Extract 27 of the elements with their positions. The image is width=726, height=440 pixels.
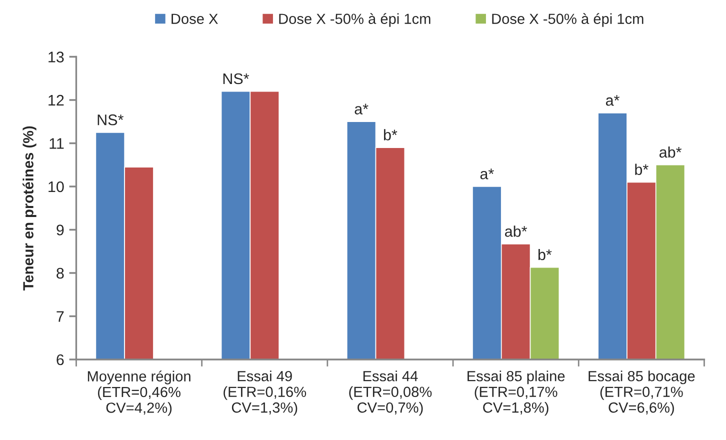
data-label: NS* — [98, 114, 124, 126]
y-tick-label: 8 — [56, 268, 64, 279]
x-tick-label: Essai 44 (ETR=0,08% CV=0,7%) — [349, 370, 432, 416]
legend-label: Dose X -50% à épi 1cm — [492, 13, 644, 27]
data-label: b* — [635, 164, 648, 175]
y-axis-title: Teneur en protéines (%) — [22, 126, 36, 290]
x-tick-label: Essai 85 plaine (ETR=0,17% CV=1,8%) — [468, 370, 565, 416]
x-tick-label: Essai 85 bocage (ETR=0,71% CV=6,6%) — [588, 370, 695, 416]
y-tick-label: 10 — [48, 181, 64, 192]
y-tick-label: 7 — [56, 311, 64, 322]
legend-label: Dose X -50% à épi 1cm — [279, 13, 430, 27]
data-label: a* — [606, 95, 620, 106]
y-tick-label: 13 — [48, 52, 64, 62]
data-label: a* — [480, 168, 494, 180]
data-label: ab* — [505, 226, 528, 237]
legend-label: Dose X — [172, 14, 218, 24]
x-tick-label: Essai 49 (ETR=0,16% CV=1,3%) — [224, 370, 306, 416]
data-label: ab* — [659, 146, 682, 158]
data-label: a* — [354, 104, 368, 114]
y-tick-label: 9 — [56, 224, 64, 236]
x-tick-label: Moyenne région (ETR=0,46% CV=4,2%) — [88, 370, 190, 416]
data-label: NS* — [223, 73, 250, 84]
data-label: b* — [538, 248, 552, 260]
y-tick-label: 6 — [56, 354, 64, 366]
y-tick-label: 11 — [50, 138, 64, 149]
data-label: b* — [384, 129, 398, 140]
y-tick-label: 12 — [48, 94, 64, 106]
